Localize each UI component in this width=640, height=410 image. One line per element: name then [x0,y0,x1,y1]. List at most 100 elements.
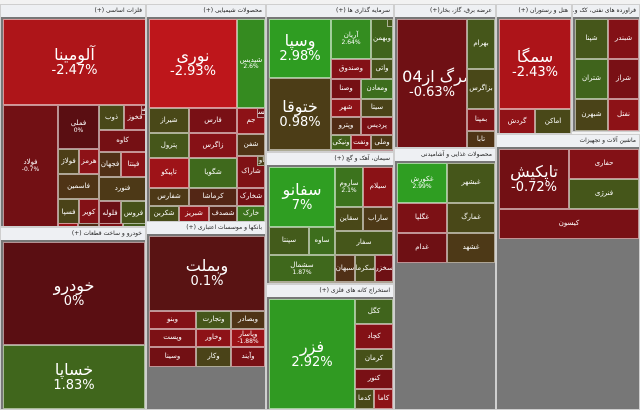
treemap-tile[interactable]: تابا [467,131,495,147]
treemap-tile[interactable]: فاسمین [58,174,99,199]
treemap-tile[interactable]: شتران [575,59,608,99]
treemap-tile[interactable]: شراز [608,59,639,99]
treemap-tile[interactable]: واتی [371,59,393,79]
treemap-tile[interactable]: شخارک [237,188,265,206]
treemap-tile[interactable]: غمارگ [447,203,495,233]
treemap-tile[interactable]: آریان 2.64% [331,19,371,59]
treemap-tile[interactable]: شفارس [149,188,189,206]
treemap-tile[interactable]: فلوله [99,201,121,226]
treemap-tile[interactable]: فارس [189,108,237,133]
treemap-tile[interactable]: تاپیکو [149,158,189,188]
treemap-tile[interactable]: غشهد [447,233,495,263]
treemap-tile[interactable]: فملی 0% [58,105,99,149]
treemap-tile[interactable]: کرمان [355,349,393,369]
treemap-tile[interactable] [269,150,331,151]
treemap-tile[interactable]: شگویا [189,158,237,188]
treemap-tile[interactable]: حفاری [569,149,639,179]
treemap-tile[interactable]: خودرو 0% [3,242,145,345]
treemap-tile[interactable]: وسپا 2.98% [269,19,331,78]
treemap-tile[interactable]: وپست [149,329,196,347]
treemap-tile[interactable]: ساروم 2.1% [335,167,363,207]
treemap-tile[interactable]: شپدیس 2.6% [237,19,265,108]
treemap-tile[interactable]: سکرما [355,255,375,283]
treemap-tile[interactable]: کاوه [99,130,145,152]
treemap-tile[interactable]: وبهمن [371,19,393,59]
treemap-tile[interactable]: ونیکی [331,135,351,150]
treemap-tile[interactable]: وبصادر [231,311,265,329]
treemap-tile[interactable]: فنورد [99,177,145,201]
treemap-tile[interactable]: شکربن [149,206,179,221]
treemap-tile[interactable]: شبهرن [575,99,608,131]
treemap-tile[interactable]: بهرام [467,19,495,69]
treemap-tile[interactable]: سشمال 1.87% [269,255,335,283]
treemap-tile[interactable]: گردش [499,109,535,133]
treemap-tile[interactable]: ونفت [351,135,371,150]
treemap-tile[interactable]: کنور [355,369,393,389]
treemap-tile[interactable]: بمپنا [467,109,495,131]
treemap-tile[interactable] [78,223,99,226]
treemap-tile[interactable]: سفانو 7% [269,167,335,227]
treemap-tile[interactable]: فزر 2.92% [269,299,355,409]
treemap-tile[interactable]: شاوان [257,156,265,166]
treemap-tile[interactable]: سپنتا [269,227,309,255]
treemap-tile[interactable]: غبشهر [447,163,495,203]
treemap-tile[interactable]: کرماشا [189,188,237,206]
treemap-tile[interactable]: وبملت 0.1% [149,236,265,311]
treemap-tile[interactable]: پترول [149,133,189,158]
treemap-tile[interactable]: شهر [331,99,361,117]
treemap-tile[interactable]: کاما [374,389,393,409]
treemap-tile[interactable]: کیسون [499,209,639,239]
treemap-tile[interactable]: فجهان [99,152,121,177]
treemap-tile[interactable]: فولاد -0.7% [3,105,58,226]
treemap-tile[interactable]: هرمز [79,149,99,174]
treemap-tile[interactable]: سیلام [363,167,393,207]
treemap-tile[interactable]: فروس [121,201,145,226]
treemap-tile[interactable]: ساوه [309,227,335,255]
treemap-tile[interactable]: وآیند [231,347,265,367]
treemap-tile[interactable]: نفتل [608,99,639,131]
treemap-tile[interactable]: شیراز [149,108,189,133]
treemap-tile[interactable]: شپنا [575,19,608,59]
treemap-tile[interactable]: شسینا [257,108,265,118]
treemap-tile[interactable]: فپنتا [121,152,145,177]
treemap-tile[interactable]: کگل [355,299,393,324]
treemap-tile[interactable] [269,281,335,283]
treemap-tile[interactable]: زاگرس [189,133,237,158]
treemap-tile[interactable]: پردیس [361,117,393,135]
treemap-tile[interactable] [387,19,393,27]
treemap-tile[interactable]: شفن [237,134,265,156]
treemap-tile[interactable]: فگستر [141,105,145,115]
treemap-tile[interactable]: کدما [355,389,374,409]
treemap-tile[interactable] [99,223,123,226]
treemap-tile[interactable]: نوری -2.93% [149,19,237,108]
treemap-tile[interactable]: اماکن [535,109,571,133]
treemap-tile[interactable] [331,150,393,151]
treemap-tile[interactable]: کچاد [355,324,393,349]
treemap-tile[interactable]: سمگا -2.43% [499,19,571,109]
treemap-tile[interactable]: فخوز [124,105,145,130]
treemap-tile[interactable]: وملی [371,135,393,150]
treemap-tile[interactable]: وصندوق [331,59,371,79]
treemap-tile[interactable]: ختوقا 0.98% [269,78,331,150]
treemap-tile[interactable]: ساراب [363,207,393,231]
treemap-tile[interactable]: سبهان [335,255,355,283]
treemap-tile[interactable]: خساپا 1.83% [3,345,145,409]
treemap-tile[interactable]: تاپکیش -0.72% [499,149,569,209]
treemap-tile[interactable]: وپاسار -1.88% [231,329,265,347]
treemap-tile[interactable] [123,223,145,226]
treemap-tile[interactable]: وخاور [196,329,231,347]
treemap-tile[interactable]: سخزر [375,255,393,283]
treemap-tile[interactable]: سیتا [361,99,393,117]
treemap-tile[interactable]: غکورش 2.99% [397,163,447,203]
treemap-tile[interactable]: وبنو [149,311,196,329]
treemap-tile[interactable]: آلومینا -2.47% [3,19,145,105]
treemap-tile[interactable]: فسپا [58,199,79,226]
treemap-tile[interactable]: غدام [397,233,447,263]
treemap-tile[interactable]: کویر [79,199,99,226]
treemap-tile[interactable]: شبریز [179,206,209,221]
treemap-tile[interactable]: فنرژی [569,179,639,209]
treemap-tile[interactable]: فولاژ [58,149,79,174]
treemap-tile[interactable] [335,281,393,283]
treemap-tile[interactable]: وصنا [331,79,361,99]
treemap-tile[interactable]: جم [237,108,265,134]
